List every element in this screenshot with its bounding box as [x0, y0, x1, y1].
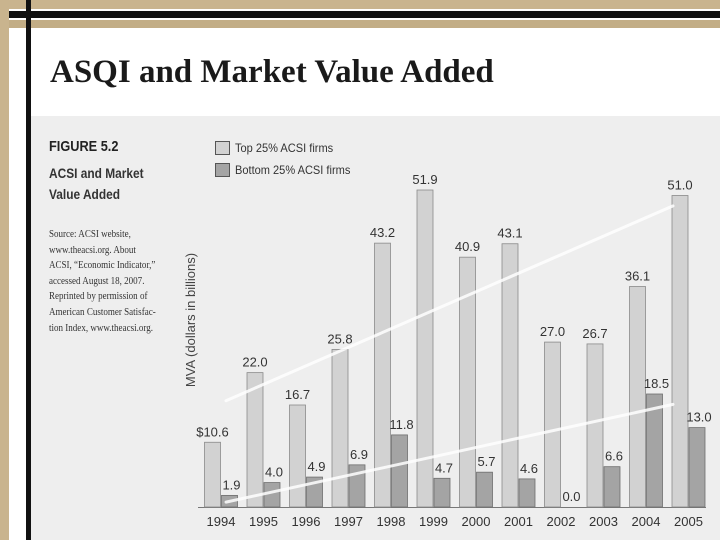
bar-top-2004 — [629, 286, 646, 508]
left-border-band — [0, 0, 9, 540]
data-label-bottom-2005: 13.0 — [686, 410, 711, 425]
x-tick-label-2003: 2003 — [589, 514, 618, 529]
bar-top-2001 — [501, 243, 519, 508]
bar-top-1994 — [204, 441, 221, 508]
source-line: Source: ACSI website, — [49, 228, 131, 240]
axis-layer: MVA (dollars in billions) — [183, 253, 706, 508]
bar-top-1998 — [374, 242, 391, 508]
trend-layer — [224, 204, 675, 504]
x-tick-label-1996: 1996 — [292, 514, 321, 529]
legend-item-top: Top 25% ACSI firms — [215, 139, 375, 161]
bar-bottom-2003 — [603, 466, 621, 508]
x-tick-label-2005: 2005 — [674, 514, 703, 529]
x-tick-label-1994: 1994 — [207, 514, 236, 529]
bar-top-2005 — [671, 195, 689, 508]
source-line: ACSI, “Economic Indicator,” — [49, 259, 156, 272]
figure-source: Source: ACSI website, www.theacsi.org. A… — [49, 227, 156, 336]
source-line: tion Index, www.theacsi.org. — [49, 321, 153, 334]
data-label-bottom-1994: 1.9 — [222, 477, 240, 492]
data-label-top-2002: 27.0 — [540, 324, 565, 339]
data-label-top-2000: 40.9 — [455, 239, 480, 254]
top-border-band — [0, 0, 720, 9]
data-label-bottom-1998: 11.8 — [389, 417, 413, 432]
x-tick-label-1998: 1998 — [377, 514, 406, 529]
data-label-bottom-1999: 4.7 — [435, 460, 453, 475]
legend-item-bottom: Bottom 25% ACSI firms — [215, 161, 375, 183]
bar-top-1997 — [331, 349, 349, 508]
legend-label-bottom: Bottom 25% ACSI firms — [235, 163, 351, 177]
source-line: Reprinted by permission of — [49, 290, 148, 303]
source-line: www.theacsi.org. About — [49, 243, 136, 256]
x-tick-label-1999: 1999 — [419, 514, 448, 529]
data-label-top-1995: 22.0 — [242, 355, 267, 370]
trend-line-bottom — [224, 402, 675, 504]
x-tick-label-1997: 1997 — [334, 514, 363, 529]
bar-top-2003 — [586, 343, 604, 508]
top-border-line — [0, 11, 720, 18]
bar-bottom-1998 — [391, 434, 408, 508]
data-label-top-1996: 16.7 — [285, 387, 310, 402]
bar-bottom-2000 — [476, 471, 493, 508]
legend-swatch-top — [215, 141, 230, 155]
x-tick-label-2004: 2004 — [632, 514, 661, 529]
bar-bottom-2001 — [518, 478, 536, 508]
bar-bottom-2005 — [688, 427, 706, 508]
slide-header — [31, 28, 720, 116]
x-tick-label-2000: 2000 — [462, 514, 491, 529]
y-axis-label: MVA (dollars in billions) — [183, 253, 198, 387]
bar-top-1995 — [246, 372, 264, 508]
bar-top-2000 — [459, 256, 476, 508]
data-label-bottom-1996: 4.9 — [307, 459, 325, 474]
data-label-top-2004: 36.1 — [625, 269, 650, 284]
bars-layer — [204, 189, 706, 508]
bar-top-1996 — [289, 404, 306, 508]
data-label-bottom-2003: 6.6 — [605, 449, 623, 464]
data-label-bottom-1995: 4.0 — [265, 465, 283, 480]
data-label-top-2005: 51.0 — [667, 177, 692, 192]
bar-top-1999 — [416, 189, 434, 508]
bar-top-2002 — [544, 341, 561, 508]
data-label-bottom-1997: 6.9 — [350, 447, 368, 462]
x-tick-label-1995: 1995 — [249, 514, 278, 529]
figure-title-line: Value Added — [49, 186, 120, 202]
source-line: American Customer Satisfac- — [49, 305, 156, 318]
chart-legend: Top 25% ACSI firms Bottom 25% ACSI firms — [215, 139, 375, 183]
data-label-bottom-2004: 18.5 — [644, 376, 669, 391]
bar-bottom-1999 — [433, 477, 451, 508]
data-label-top-1998: 43.2 — [370, 225, 395, 240]
data-label-bottom-2000: 5.7 — [477, 454, 495, 469]
bar-bottom-2004 — [646, 393, 663, 508]
slide-title: ASQI and Market Value Added — [50, 54, 494, 90]
figure-title: ACSI and Market Value Added — [49, 163, 144, 205]
left-border-line — [26, 0, 31, 540]
data-label-top-1997: 25.8 — [327, 331, 352, 346]
data-label-bottom-2001: 4.6 — [520, 461, 538, 476]
labels-layer: $10.6 1.9 1994 22.0 4.0 1995 16.7 4.9 1996 25.8 6.… — [196, 172, 711, 529]
data-label-bottom-2002: 0.0 — [562, 489, 580, 504]
data-label-top-2003: 26.7 — [582, 326, 607, 341]
trend-line-top — [224, 204, 675, 403]
figure-label: FIGURE 5.2 — [49, 138, 119, 155]
data-label-top-1994: $10.6 — [196, 424, 229, 439]
data-label-top-2001: 43.1 — [497, 226, 522, 241]
top-border-band-lower — [0, 20, 720, 28]
legend-swatch-bottom — [215, 163, 230, 177]
source-line: accessed August 18, 2007. — [49, 274, 145, 287]
x-tick-label-2002: 2002 — [547, 514, 576, 529]
data-label-top-1999: 51.9 — [412, 172, 437, 187]
figure-title-line: ACSI and Market — [49, 165, 144, 181]
x-tick-label-2001: 2001 — [504, 514, 533, 529]
legend-label-top: Top 25% ACSI firms — [235, 141, 334, 155]
